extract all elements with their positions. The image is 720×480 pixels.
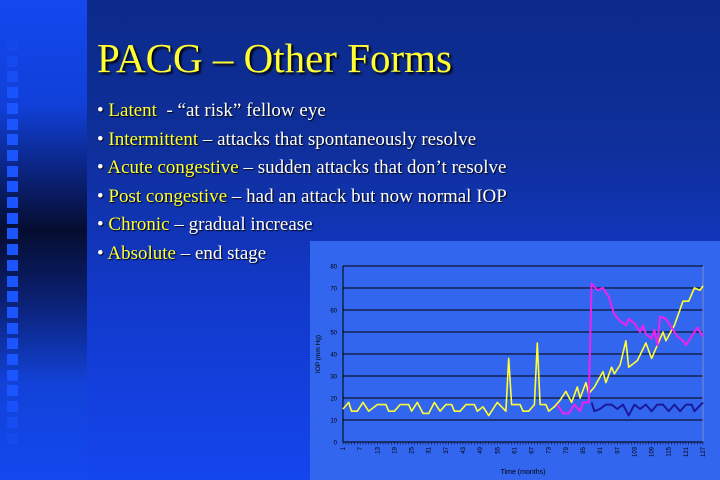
bullet-text: – had an attack but now normal IOP — [227, 185, 507, 207]
bullet-term: Intermittent — [108, 128, 199, 150]
bullet-item: • Latent - “at risk” fellow eye — [97, 97, 507, 126]
bullet-text: – sudden attacks that don’t resolve — [238, 157, 507, 178]
x-tick-label: 61 — [512, 446, 518, 453]
y-tick-label: 60 — [330, 309, 337, 315]
x-tick-label: 85 — [581, 446, 587, 453]
bullet-text: - “at risk” fellow eye — [156, 100, 326, 121]
series-line-1 — [342, 285, 704, 417]
decorative-square — [7, 322, 18, 334]
decorative-square — [7, 228, 18, 240]
slide-title: PACG – Other Forms — [97, 35, 453, 81]
y-tick-label: 20 — [330, 397, 337, 403]
bullet-list: • Latent - “at risk” fellow eye • Interm… — [97, 97, 507, 268]
decorative-square — [7, 149, 18, 161]
series-line-3 — [590, 401, 704, 417]
x-tick-label: 19 — [392, 446, 398, 453]
bullet-marker: • — [97, 128, 104, 150]
decorative-square — [7, 134, 18, 146]
x-tick-label: 91 — [598, 446, 604, 453]
decorative-square — [7, 416, 18, 428]
bullet-item: • Absolute – end stage — [97, 240, 507, 269]
bullet-text: – attacks that spontaneously resolve — [198, 128, 477, 150]
x-tick-label: 115 — [667, 446, 673, 456]
bullet-marker: • — [97, 100, 104, 121]
decorative-square — [7, 432, 18, 444]
y-tick-label: 50 — [330, 331, 337, 337]
bullet-term: Chronic — [108, 214, 170, 235]
x-tick-label: 25 — [410, 446, 416, 453]
decorative-square — [7, 181, 18, 193]
decorative-square — [7, 165, 18, 177]
bullet-term: Absolute — [107, 242, 176, 264]
y-axis-label: IOP (mm Hg) — [315, 335, 322, 373]
series-line-2 — [556, 282, 704, 415]
x-tick-label: 109 — [650, 446, 656, 457]
bullet-item: • Post congestive – had an attack but no… — [97, 183, 507, 212]
decorative-square — [7, 338, 18, 350]
x-tick-label: 49 — [478, 446, 484, 453]
y-tick-label: 40 — [330, 353, 337, 359]
x-tick-label: 127 — [701, 446, 707, 457]
bullet-term: Acute congestive — [107, 157, 239, 178]
bullet-term: Latent — [108, 100, 157, 121]
decorative-square — [7, 291, 18, 303]
y-tick-label: 0 — [334, 441, 338, 447]
x-tick-label: 37 — [444, 446, 450, 453]
bullet-marker: • — [97, 157, 104, 178]
x-tick-label: 121 — [684, 446, 690, 457]
x-axis-label: Time (months) — [501, 469, 546, 476]
iop-chart: 0 10 20 30 40 50 60 70 80 1 7 13 19 25 31 37 43 49 55 61 67 7… — [310, 241, 720, 480]
bullet-marker: • — [97, 214, 104, 235]
y-tick-label: 70 — [330, 287, 337, 293]
x-tick-label: 1 — [341, 446, 347, 450]
chart-svg: 0 10 20 30 40 50 60 70 80 1 7 13 19 25 31 37 43 49 55 61 67 7… — [315, 265, 707, 477]
x-tick-label: 97 — [615, 446, 621, 453]
decorative-square — [7, 275, 18, 287]
x-tick-label: 103 — [632, 446, 638, 457]
y-tick-label: 30 — [330, 375, 337, 381]
decorative-square — [7, 259, 18, 271]
decorative-square — [7, 87, 18, 99]
x-tick-label: 55 — [495, 446, 501, 453]
decorative-square — [7, 40, 18, 51]
x-tick-label: 67 — [530, 446, 536, 453]
bullet-text: – gradual increase — [169, 214, 313, 235]
x-tick-label: 73 — [547, 446, 553, 453]
decorative-square — [7, 212, 18, 224]
bullet-item: • Intermittent – attacks that spontaneou… — [97, 126, 507, 155]
slide-sidebar-band — [0, 0, 87, 480]
decorative-square — [7, 306, 18, 318]
decorative-square — [7, 401, 18, 413]
x-tick-label: 7 — [358, 446, 364, 450]
x-tick-label: 13 — [375, 446, 381, 453]
decorative-square — [7, 385, 18, 397]
decorative-square — [7, 118, 18, 130]
bullet-item: • Chronic – gradual increase — [97, 211, 507, 240]
decorative-square — [7, 369, 18, 381]
decorative-square — [7, 354, 18, 365]
x-tick-label: 31 — [427, 446, 433, 453]
bullet-marker: • — [97, 242, 104, 264]
decorative-square — [7, 244, 18, 256]
bullet-marker: • — [97, 185, 104, 207]
bullet-text: – end stage — [175, 242, 267, 264]
x-tick-label: 43 — [461, 446, 467, 453]
decorative-square — [7, 102, 18, 114]
y-tick-label: 10 — [330, 419, 337, 425]
y-tick-label: 80 — [330, 265, 337, 271]
decorative-square — [7, 55, 18, 67]
decorative-square — [7, 71, 18, 83]
bullet-term: Post congestive — [108, 185, 228, 207]
bullet-item: • Acute congestive – sudden attacks that… — [97, 154, 507, 183]
x-tick-label: 79 — [564, 446, 570, 453]
decorative-square — [7, 197, 18, 208]
